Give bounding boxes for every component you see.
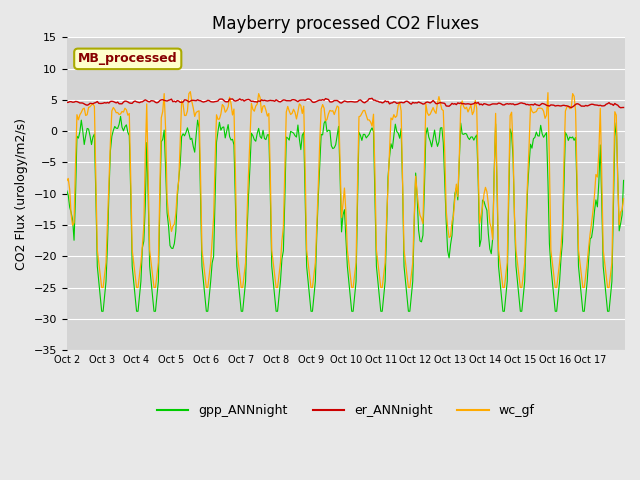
Text: MB_processed: MB_processed	[78, 52, 177, 65]
Y-axis label: CO2 Flux (urology/m2/s): CO2 Flux (urology/m2/s)	[15, 118, 28, 270]
Legend: gpp_ANNnight, er_ANNnight, wc_gf: gpp_ANNnight, er_ANNnight, wc_gf	[152, 399, 540, 422]
Title: Mayberry processed CO2 Fluxes: Mayberry processed CO2 Fluxes	[212, 15, 479, 33]
